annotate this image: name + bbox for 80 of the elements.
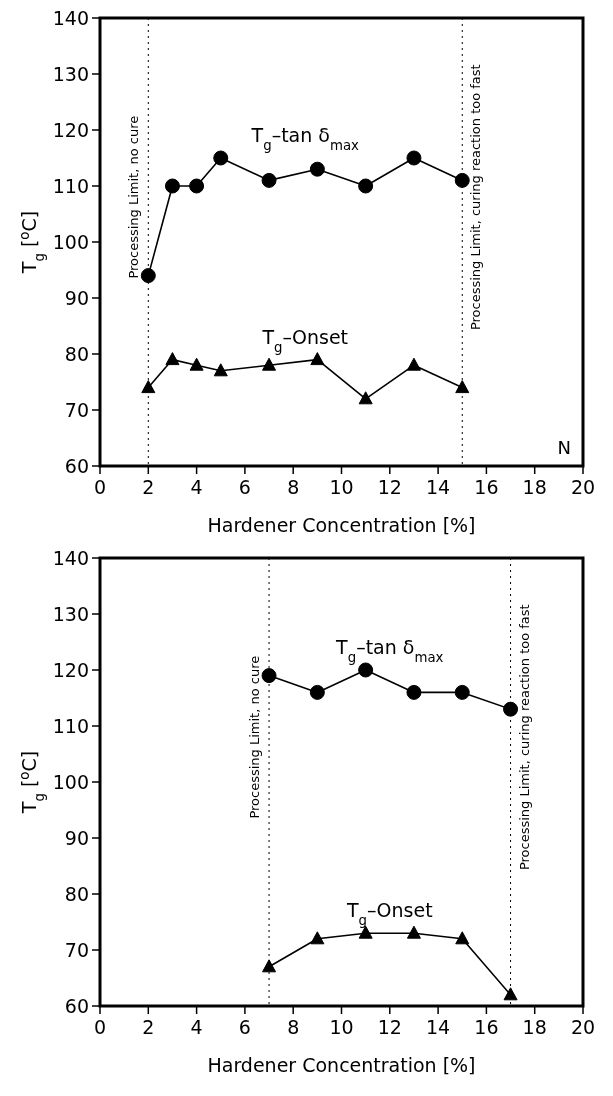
x-tick-label: 0 [93,1016,107,1038]
point [455,380,470,394]
y-tick-label: 110 [52,714,89,737]
y-tick-label: 110 [52,174,89,197]
point [358,662,374,678]
x-tick-label: 4 [190,476,203,498]
point [262,357,277,371]
series-label: T$_{g}$–tan δ$_{max}$ [335,636,444,665]
point [262,959,277,973]
point [406,684,422,700]
y-tick-label: 60 [64,994,89,1017]
point [454,684,470,700]
point [309,161,325,177]
point [261,172,277,188]
x-tick-label: 8 [287,476,300,498]
point [406,150,422,166]
point [310,352,325,366]
y-tick-label: 140 [52,546,89,569]
x-tick-label: 10 [329,476,354,498]
x-tick-label: 12 [377,1016,402,1038]
y-tick-label: 80 [64,342,89,365]
point [309,684,325,700]
y-tick-label: 120 [52,118,89,141]
point [310,931,325,945]
x-tick-label: 14 [426,476,451,498]
x-tick-label: 0 [93,476,107,498]
ref-line-label: Processing Limit, no cure [247,655,263,819]
y-tick-label: 80 [64,882,89,905]
x-tick-label: 20 [570,1016,596,1038]
point [406,357,421,371]
x-tick-label: 16 [474,476,499,498]
series-label: T$_{g}$–Onset [261,325,349,355]
x-tick-label: 6 [238,476,251,498]
point [165,352,180,366]
point [164,178,180,194]
y-tick-label: 90 [64,826,89,849]
y-tick-label: 100 [52,770,89,793]
annotation: N [557,437,571,458]
x-axis-title: Hardener Concentration [%] [207,1054,476,1076]
x-tick-label: 2 [142,476,155,498]
y-tick-label: 70 [64,938,89,961]
point [454,172,470,188]
y-tick-label: 120 [52,658,89,681]
point [140,268,156,284]
x-tick-label: 12 [377,476,402,498]
point [503,987,518,1001]
y-tick-label: 60 [64,454,89,477]
ref-line-label: Processing Limit, curing reaction too fast [468,64,484,331]
point [406,925,421,939]
y-tick-label: 100 [52,230,89,253]
point [455,931,470,945]
point [213,363,228,377]
point [358,391,373,405]
x-tick-label: 2 [142,1016,155,1038]
x-tick-label: 16 [474,1016,499,1038]
ref-line-label: Processing Limit, no cure [126,115,142,279]
point [213,150,229,166]
y-tick-label: 70 [64,398,89,421]
y-tick-label: 130 [52,62,89,85]
x-tick-label: 6 [238,1016,251,1038]
y-tick-label: 90 [64,286,89,309]
x-tick-label: 8 [287,1016,300,1038]
x-axis-title: Hardener Concentration [%] [207,514,476,536]
x-tick-label: 18 [522,1016,547,1038]
point [189,357,204,371]
point [261,668,277,684]
point [141,380,156,394]
x-tick-label: 20 [570,476,596,498]
series-label: T$_{g}$–Onset [346,899,433,928]
x-tick-label: 4 [190,1016,203,1038]
y-tick-label: 140 [52,6,89,29]
x-tick-label: 18 [522,476,547,498]
y-tick-label: 130 [52,602,89,625]
x-tick-label: 14 [426,1016,451,1038]
x-tick-label: 10 [329,1016,354,1038]
point [358,178,374,194]
point [503,701,519,717]
series-label: T$_{g}$–tan δ$_{max}$ [250,124,360,153]
ref-line-label: Processing Limit, curing reaction too fast [516,604,532,871]
point [189,178,205,194]
